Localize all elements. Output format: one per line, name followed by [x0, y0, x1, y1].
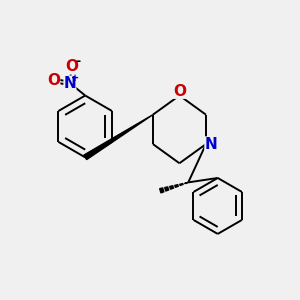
Polygon shape [170, 186, 173, 189]
Polygon shape [185, 182, 188, 184]
Text: O: O [47, 73, 60, 88]
Text: O: O [173, 84, 186, 99]
Text: N: N [205, 136, 217, 152]
Text: N: N [64, 76, 76, 91]
Polygon shape [165, 187, 169, 191]
Text: +: + [71, 73, 79, 83]
Polygon shape [175, 185, 178, 188]
Text: O: O [65, 59, 78, 74]
Polygon shape [84, 115, 153, 160]
Text: -: - [75, 55, 80, 68]
Polygon shape [180, 184, 183, 185]
Polygon shape [160, 188, 164, 193]
